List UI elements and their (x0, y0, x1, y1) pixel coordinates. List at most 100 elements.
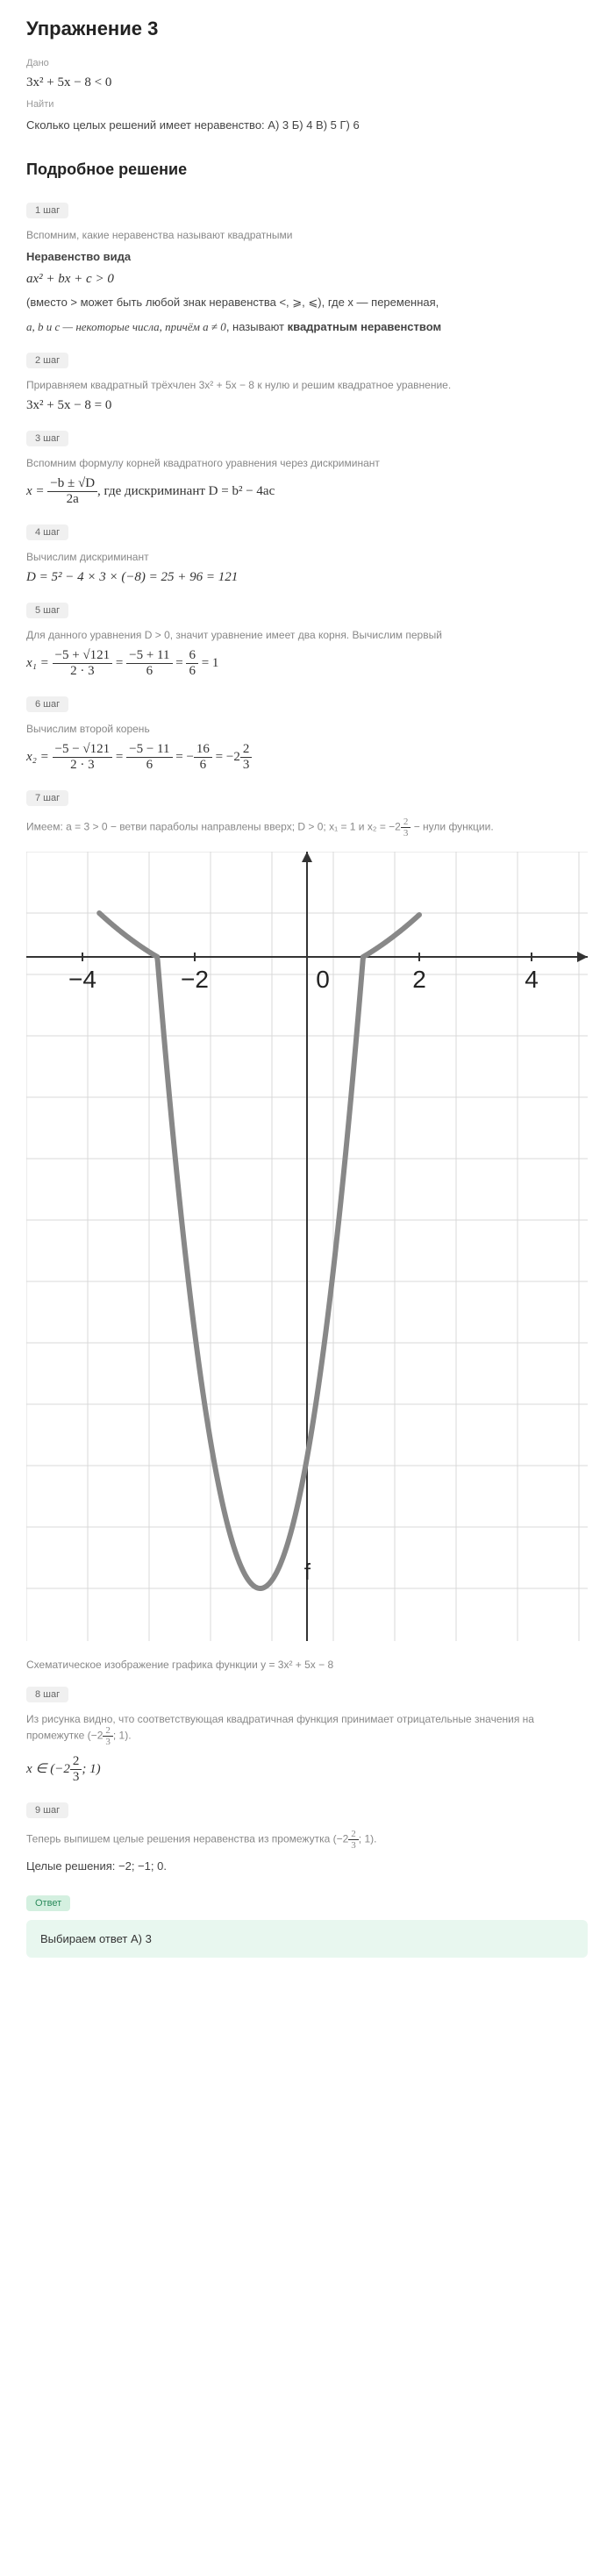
denominator: 3 (70, 1770, 82, 1785)
fraction: −b ± √D2a (47, 476, 97, 507)
denominator: 6 (194, 758, 212, 773)
fraction: 23 (103, 1725, 113, 1747)
step-line: Целые решения: −2; −1; 0. (26, 1858, 588, 1875)
denominator: 2 · 3 (53, 664, 113, 679)
math-inline: a, b и c — некоторые числа, причём (26, 320, 203, 333)
step-math: 3x² + 5x − 8 = 0 (26, 398, 588, 413)
step-badge: 5 шаг (26, 603, 68, 618)
find-label: Найти (26, 99, 588, 110)
numerator: 16 (194, 742, 212, 758)
denominator: 3 (348, 1840, 359, 1851)
math-inline: x = (26, 484, 47, 498)
numerator: −5 − 11 (126, 742, 172, 758)
math-inline: x₁ = (26, 656, 53, 670)
fraction: −5 − √1212 · 3 (53, 742, 113, 773)
numerator: −5 + 11 (126, 648, 172, 664)
fraction: 23 (240, 742, 253, 773)
text-inline: квадратным неравенством (288, 320, 442, 333)
fraction: −5 + √1212 · 3 (53, 648, 113, 679)
numerator: 2 (240, 742, 253, 758)
step-badge: 9 шаг (26, 1802, 68, 1818)
numerator: −b ± √D (47, 476, 97, 492)
fraction: −5 − 116 (126, 742, 172, 773)
numerator: −5 − √121 (53, 742, 113, 758)
step-intro: Приравняем квадратный трёхчлен 3x² + 5x … (26, 379, 588, 391)
math-inline: , где дискриминант D = b² − 4ac (97, 484, 275, 498)
numerator: 6 (186, 648, 198, 664)
step-math: x₂ = −5 − √1212 · 3 = −5 − 116 = −166 = … (26, 742, 588, 773)
step-intro: Вычислим дискриминант (26, 551, 588, 563)
step-badge: 6 шаг (26, 696, 68, 712)
step-badge: 2 шаг (26, 353, 68, 368)
denominator: 6 (126, 664, 172, 679)
step-badge: 3 шаг (26, 431, 68, 446)
math-inline: x ∈ (−2 (26, 1762, 70, 1776)
step-math: ax² + bx + c > 0 (26, 272, 588, 287)
step-intro: Вычислим второй корень (26, 723, 588, 735)
math-inline: = (112, 750, 126, 764)
denominator: 2 · 3 (53, 758, 113, 773)
numerator: −5 + √121 (53, 648, 113, 664)
step-intro: Для данного уравнения D > 0, значит урав… (26, 629, 588, 641)
svg-text:−4: −4 (68, 966, 96, 993)
step-math: D = 5² − 4 × 3 × (−8) = 25 + 96 = 121 (26, 570, 588, 585)
denominator: 2a (47, 492, 97, 507)
math-inline: x₂ = (26, 750, 53, 764)
math-inline: = −2 (212, 750, 240, 764)
step-badge: 7 шаг (26, 790, 68, 806)
text-inline: ; 1). (359, 1833, 377, 1845)
text-inline: ; 1). (113, 1730, 132, 1742)
step-line: Неравенство вида (26, 248, 588, 266)
text-inline: Теперь выпишем целые решения неравенства… (26, 1833, 348, 1845)
answer-label: Ответ (26, 1895, 70, 1911)
fraction: 23 (70, 1754, 82, 1785)
text-inline: Имеем: a = 3 > 0 − ветви параболы направ… (26, 821, 401, 833)
step-intro: Вспомним, какие неравенства называют ква… (26, 229, 588, 241)
math-inline: = 1 (198, 656, 218, 670)
denominator: 3 (401, 828, 411, 838)
svg-text:−2: −2 (181, 966, 209, 993)
math-inline: ; 1) (82, 1762, 100, 1776)
denominator: 3 (103, 1737, 113, 1747)
step-badge: 4 шаг (26, 524, 68, 540)
step-intro: Теперь выпишем целые решения неравенства… (26, 1829, 588, 1851)
step-intro: Из рисунка видно, что соответствующая кв… (26, 1713, 588, 1747)
math-inline: a ≠ 0 (203, 320, 226, 333)
fraction: 23 (401, 817, 411, 838)
answer-text: Выбираем ответ А) 3 (40, 1932, 152, 1945)
svg-text:2: 2 (412, 966, 426, 993)
chart-svg: −4−2024f (26, 852, 588, 1641)
numerator: 2 (348, 1829, 359, 1840)
fraction: −5 + 116 (126, 648, 172, 679)
step-line: (вместо > может быть любой знак неравенс… (26, 294, 588, 311)
solution-title: Подробное решение (26, 161, 588, 179)
svg-text:f: f (304, 1559, 311, 1585)
math-inline: = − (173, 750, 194, 764)
fraction: 66 (186, 648, 198, 679)
fraction: 23 (348, 1829, 359, 1851)
given-math: 3x² + 5x − 8 < 0 (26, 75, 588, 90)
text-inline: − нули функции. (411, 821, 493, 833)
step-math: x₁ = −5 + √1212 · 3 = −5 + 116 = 66 = 1 (26, 648, 588, 679)
step-intro: Вспомним формулу корней квадратного урав… (26, 457, 588, 469)
svg-text:0: 0 (316, 966, 330, 993)
parabola-chart: −4−2024f (26, 852, 588, 1645)
math-inline: = (173, 656, 187, 670)
text-inline: , называют (226, 320, 288, 333)
chart-caption: Схематическое изображение графика функци… (26, 1659, 588, 1671)
fraction: 166 (194, 742, 212, 773)
denominator: 6 (186, 664, 198, 679)
given-label: Дано (26, 58, 588, 68)
denominator: 3 (240, 758, 253, 773)
math-inline: = (112, 656, 126, 670)
step-badge: 1 шаг (26, 203, 68, 218)
find-text: Сколько целых решений имеет неравенство:… (26, 117, 588, 134)
answer-box: Выбираем ответ А) 3 (26, 1920, 588, 1958)
numerator: 2 (70, 1754, 82, 1770)
step-math: x ∈ (−223; 1) (26, 1754, 588, 1785)
step-line: a, b и c — некоторые числа, причём a ≠ 0… (26, 318, 588, 336)
page-title: Упражнение 3 (26, 18, 588, 40)
step-math: x = −b ± √D2a, где дискриминант D = b² −… (26, 476, 588, 507)
step-badge: 8 шаг (26, 1687, 68, 1702)
numerator: 2 (401, 817, 411, 828)
